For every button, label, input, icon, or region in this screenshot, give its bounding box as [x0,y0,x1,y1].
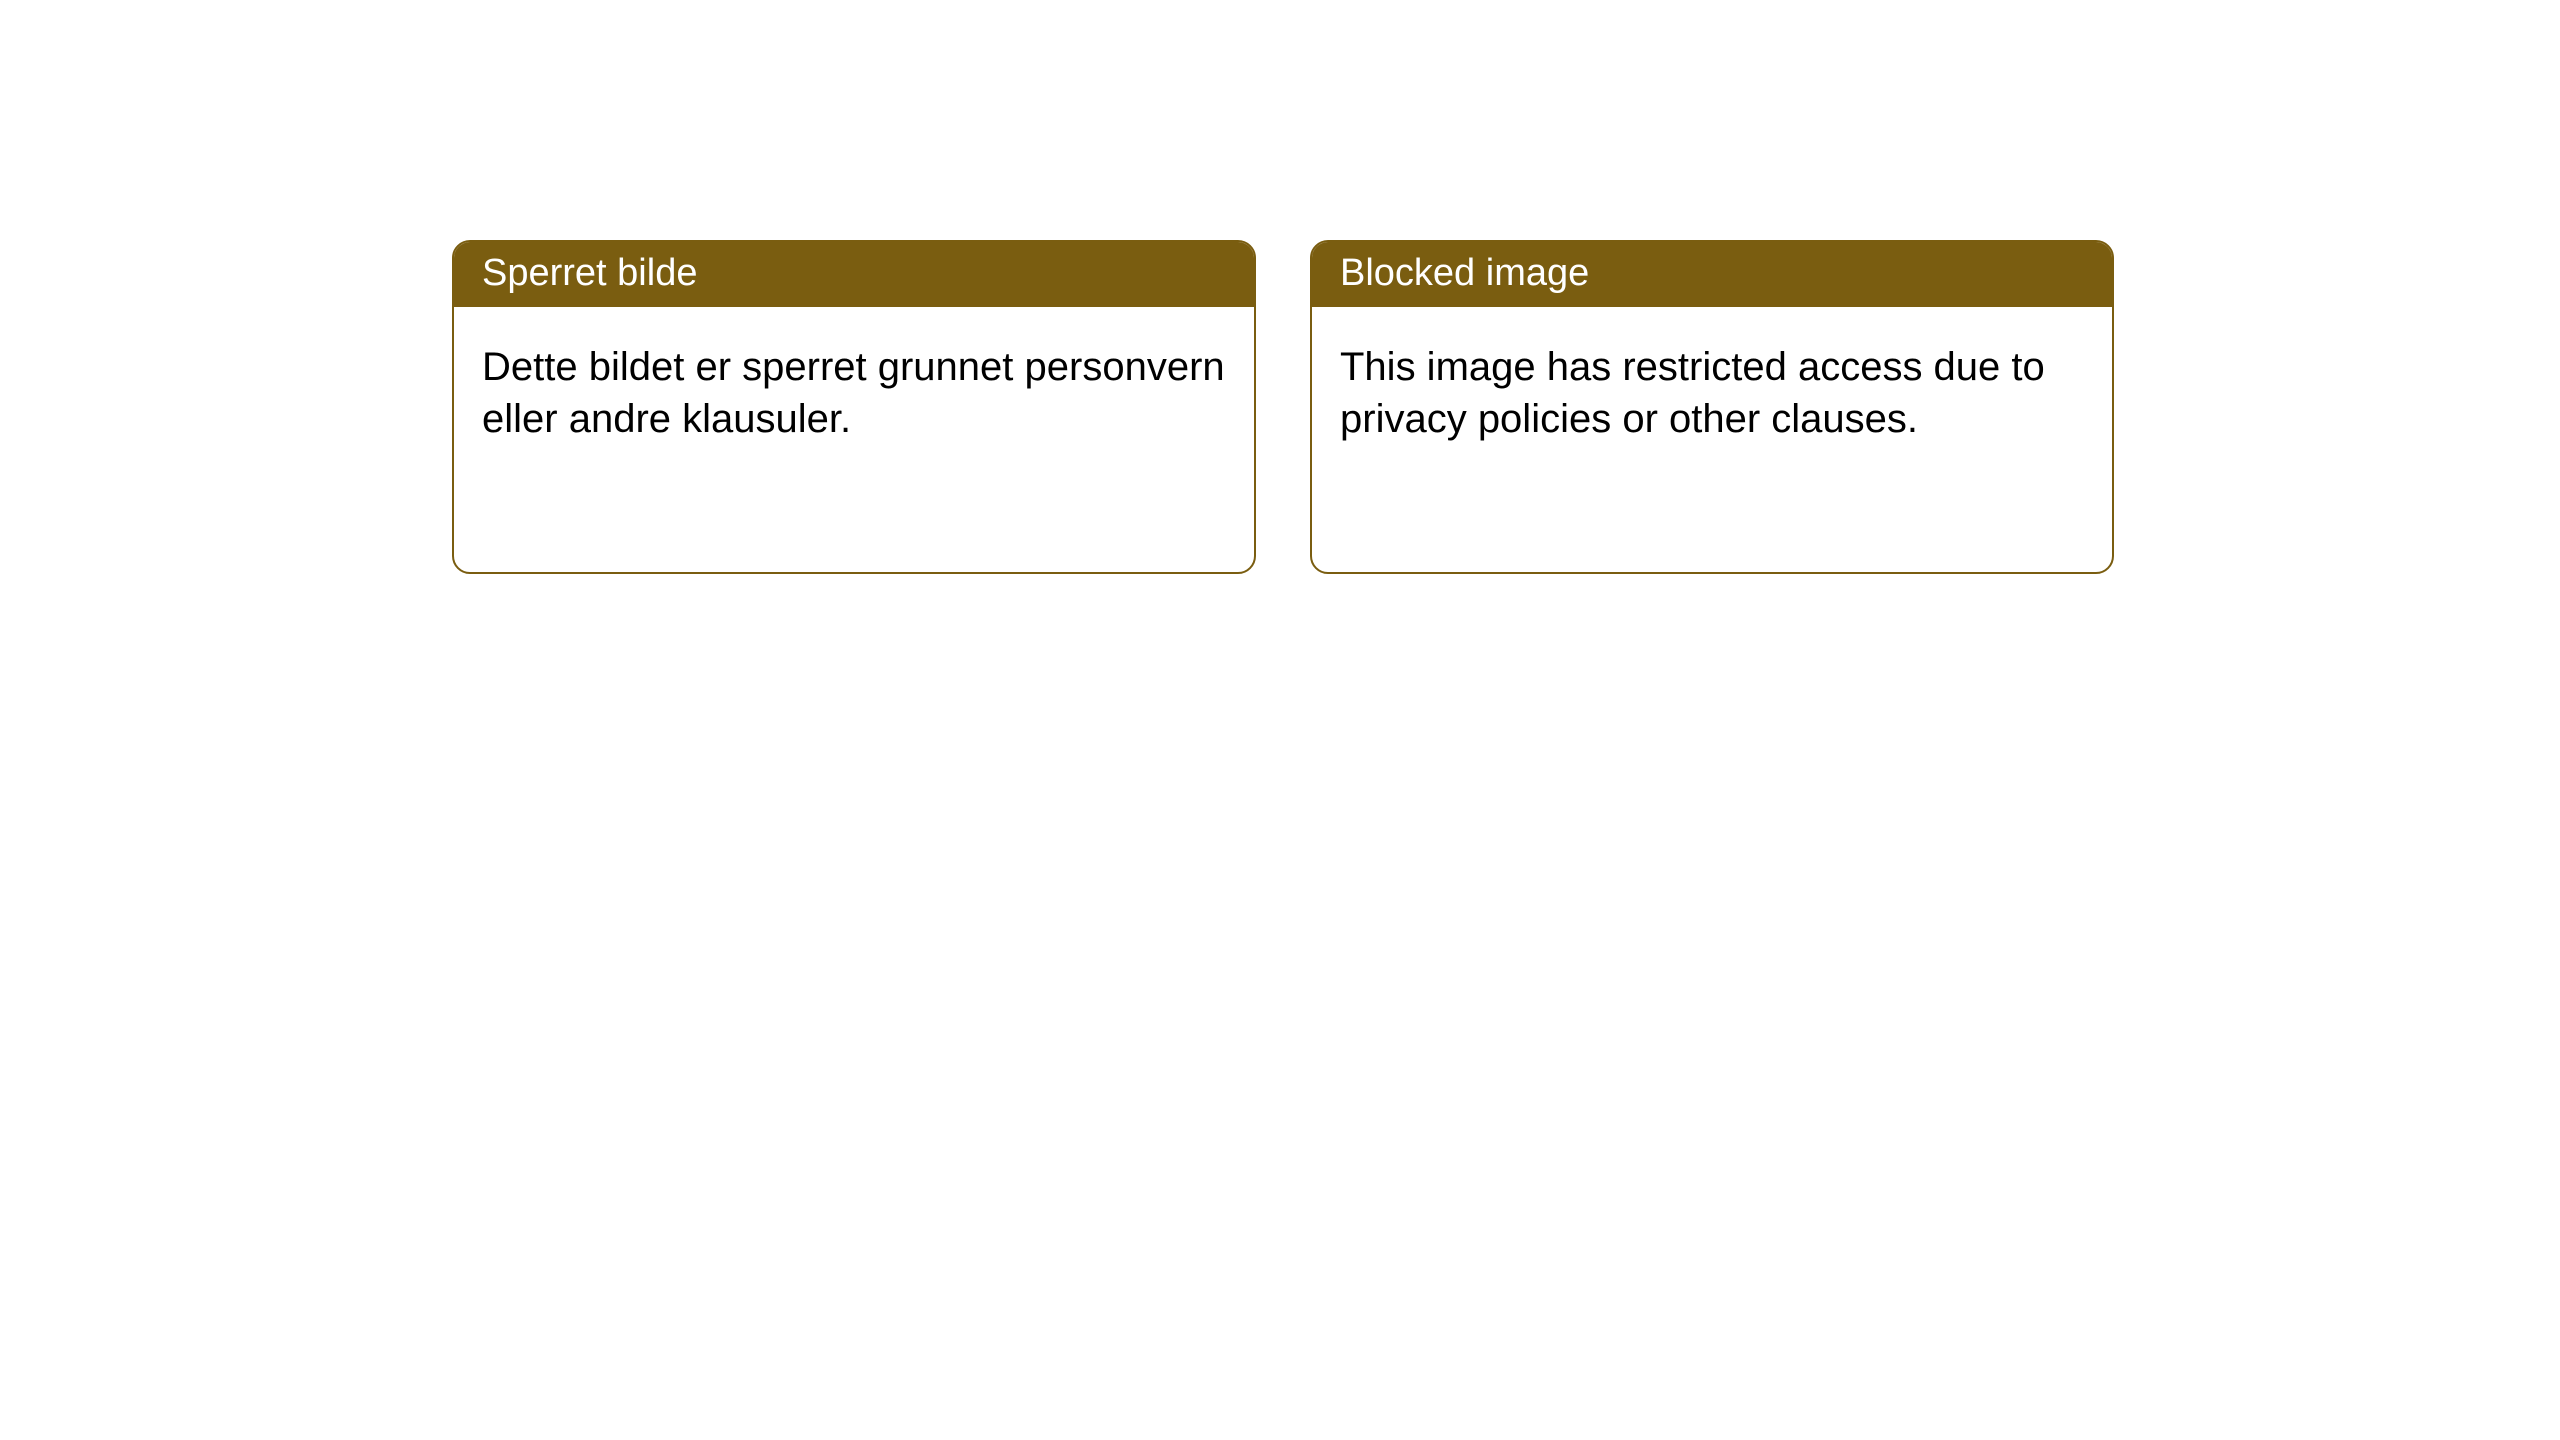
card-header-en: Blocked image [1312,242,2112,307]
card-message-no: Dette bildet er sperret grunnet personve… [482,345,1225,441]
card-title-no: Sperret bilde [482,252,697,294]
card-body-no: Dette bildet er sperret grunnet personve… [454,307,1254,479]
card-title-en: Blocked image [1340,252,1589,294]
card-body-en: This image has restricted access due to … [1312,307,2112,479]
blocked-image-card-no: Sperret bilde Dette bildet er sperret gr… [452,240,1256,574]
card-message-en: This image has restricted access due to … [1340,345,2045,441]
card-header-no: Sperret bilde [454,242,1254,307]
blocked-image-card-en: Blocked image This image has restricted … [1310,240,2114,574]
notice-container: Sperret bilde Dette bildet er sperret gr… [0,0,2560,574]
